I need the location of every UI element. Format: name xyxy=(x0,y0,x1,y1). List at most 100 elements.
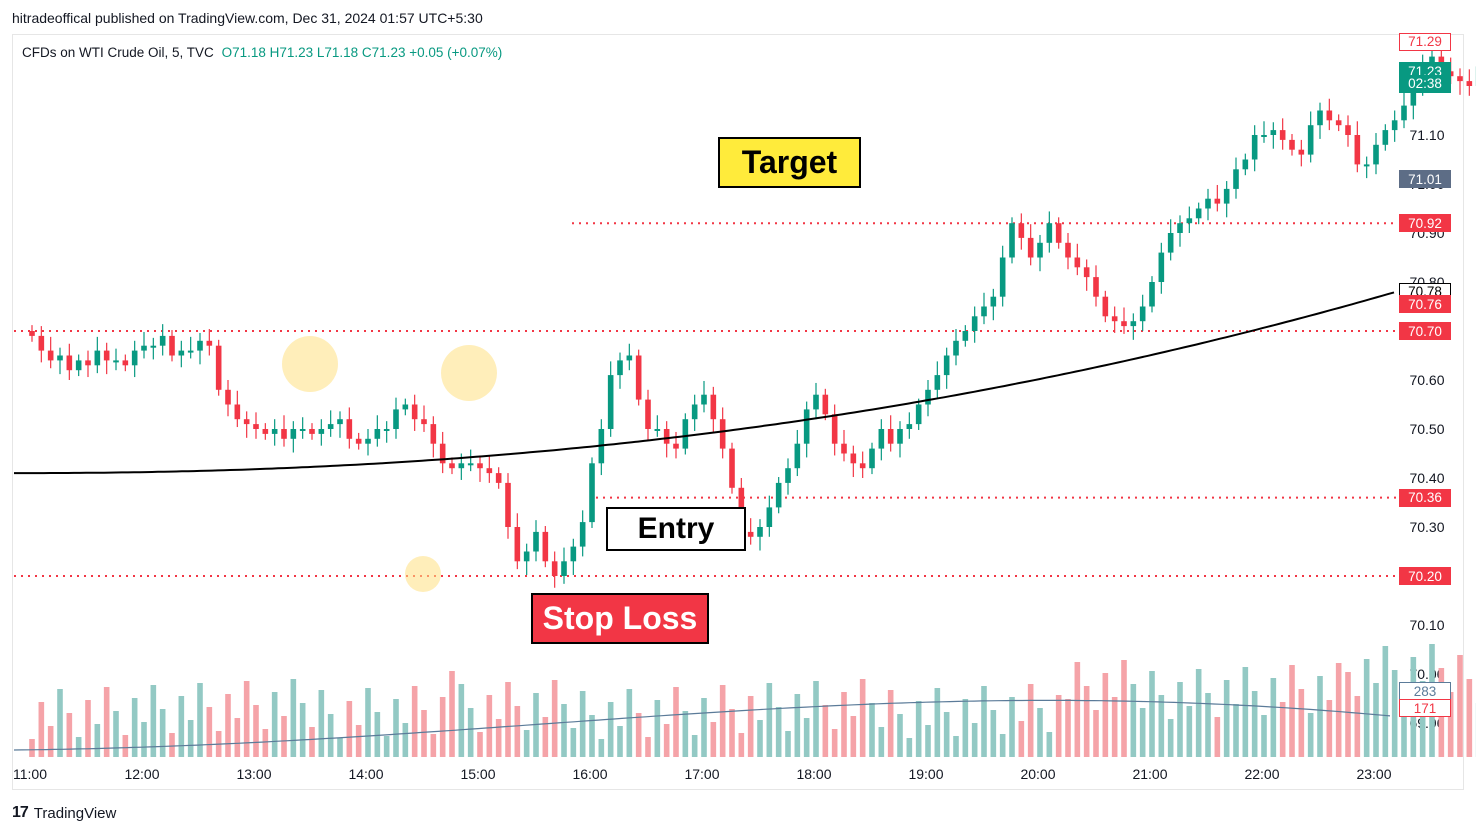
volume-bar xyxy=(766,683,773,757)
candle-body xyxy=(1429,56,1435,67)
volume-bar xyxy=(589,715,595,757)
volume-bar xyxy=(925,725,931,757)
volume-bar xyxy=(1083,686,1090,757)
candle-body xyxy=(1018,223,1025,238)
x-tick-label: 22:00 xyxy=(1244,766,1279,782)
candle-body xyxy=(281,429,287,439)
candle-body xyxy=(1298,149,1305,155)
volume-bar xyxy=(225,694,231,757)
candle-body xyxy=(981,306,987,317)
volume-bar xyxy=(346,701,353,757)
volume-bar xyxy=(1149,671,1155,757)
candle-body xyxy=(346,419,353,439)
candle-body xyxy=(710,394,717,420)
candle-body xyxy=(757,527,763,537)
volume-bar xyxy=(47,726,54,757)
volume-bar xyxy=(1111,697,1118,757)
volume-bar xyxy=(971,723,978,757)
volume-bar xyxy=(1167,719,1174,757)
volume-bar xyxy=(785,731,791,757)
candle-body xyxy=(1065,242,1071,258)
volume-bar xyxy=(94,724,101,757)
volume-bar xyxy=(1298,689,1305,757)
x-tick-label: 16:00 xyxy=(572,766,607,782)
x-tick-label: 19:00 xyxy=(908,766,943,782)
candle-body xyxy=(1410,86,1417,106)
volume-ma-line xyxy=(13,699,1391,751)
volume-bar xyxy=(617,726,623,757)
volume-bar xyxy=(915,701,922,757)
volume-bar xyxy=(505,682,511,757)
price-tag: 71.01 xyxy=(1399,170,1451,189)
volume-bar xyxy=(607,702,614,757)
volume-bar xyxy=(999,734,1006,757)
candle-body xyxy=(579,522,586,547)
candle-body xyxy=(187,350,194,353)
y-tick-label: 70.50 xyxy=(1409,421,1444,437)
volume-bar xyxy=(38,702,45,757)
volume-bar xyxy=(841,692,847,757)
volume-bar xyxy=(906,738,913,757)
volume-bar xyxy=(365,688,371,757)
candle-body xyxy=(1289,139,1295,150)
volume-bar xyxy=(1363,659,1370,757)
candle-body xyxy=(533,531,539,552)
volume-bar xyxy=(1195,669,1202,757)
volume-bar xyxy=(1139,708,1146,757)
candle-body xyxy=(1167,233,1174,253)
candle-body xyxy=(1242,159,1249,170)
candle-body xyxy=(523,551,530,562)
candle-body xyxy=(1111,316,1118,322)
volume-bar xyxy=(1419,681,1426,757)
volume-bar xyxy=(794,694,801,757)
volume-bar xyxy=(682,711,689,757)
x-tick-label: 13:00 xyxy=(236,766,271,782)
highlight-marker xyxy=(405,556,441,592)
candle-body xyxy=(337,419,343,425)
candle-body xyxy=(897,429,903,444)
candle-body xyxy=(1261,135,1267,137)
volume-bar xyxy=(831,729,838,757)
volume-bar xyxy=(1214,717,1221,757)
volume-bar xyxy=(1373,683,1379,757)
volume-bar xyxy=(1009,697,1015,757)
candle-body xyxy=(971,316,978,331)
target-annotation: Target xyxy=(718,137,861,188)
candle-body xyxy=(1158,252,1165,282)
volume-bar xyxy=(1391,670,1398,757)
candle-body xyxy=(1214,198,1221,204)
candle-body xyxy=(467,463,474,466)
volume-bar xyxy=(943,712,950,757)
publisher-line: hitradeoffical published on TradingView.… xyxy=(12,10,483,26)
stop-loss-annotation: Stop Loss xyxy=(531,593,709,644)
candle-body xyxy=(29,331,35,336)
volume-bar xyxy=(598,739,605,757)
candle-body xyxy=(645,399,651,429)
candle-body xyxy=(365,438,371,444)
volume-bar xyxy=(1018,721,1025,757)
volume-bar xyxy=(122,735,129,757)
candle-body xyxy=(1074,257,1081,268)
volume-bar xyxy=(290,679,297,757)
price-tag: 71.29 xyxy=(1399,32,1451,51)
candle-body xyxy=(514,527,521,562)
volume-bar xyxy=(402,723,409,757)
candle-body xyxy=(421,419,427,425)
price-tag: 70.36 xyxy=(1399,488,1451,507)
footer-brand[interactable]: TradingView xyxy=(33,804,117,822)
candle-body xyxy=(458,463,465,469)
volume-bar xyxy=(542,717,549,757)
candle-body xyxy=(953,340,959,356)
candle-body xyxy=(663,429,670,444)
volume-bar xyxy=(197,683,203,757)
volume-bar xyxy=(495,719,502,757)
candle-body xyxy=(906,424,913,429)
x-tick-label: 15:00 xyxy=(460,766,495,782)
candle-body xyxy=(1401,105,1407,121)
volume-bar xyxy=(421,710,427,757)
candle-body xyxy=(1354,135,1361,165)
candle-body xyxy=(1139,306,1146,322)
volume-bar xyxy=(803,718,810,757)
volume-bar xyxy=(206,707,213,757)
